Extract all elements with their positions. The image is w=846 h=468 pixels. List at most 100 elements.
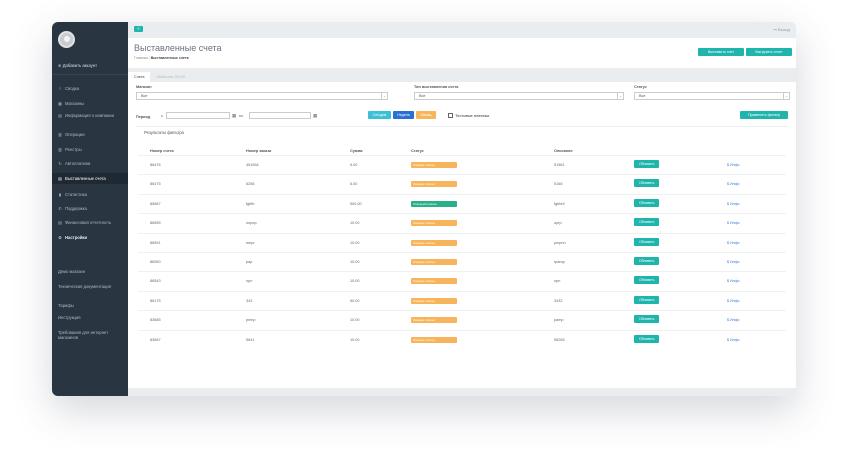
tab-invoices[interactable]: Счета — [128, 72, 151, 82]
date-from-input[interactable] — [166, 112, 230, 119]
column-header[interactable]: Статус — [411, 149, 424, 153]
menu-toggle-button[interactable]: ≡ — [134, 26, 143, 32]
invoice-description: oprp — [554, 221, 562, 226]
sidebar-item-11[interactable]: ⚙ Настройки — [52, 235, 128, 240]
column-header[interactable]: Сумма — [350, 149, 363, 153]
info-link[interactable]: $ Инфо — [727, 163, 740, 167]
sidebar-link-2[interactable]: Техническая документация — [58, 284, 112, 289]
info-link[interactable]: $ Инфо — [727, 240, 740, 245]
info-link[interactable]: $ Инфо — [727, 201, 740, 206]
column-header[interactable]: Номер заказа — [246, 149, 272, 153]
invoice-number: 86475 — [150, 182, 161, 187]
today-button[interactable]: Сегодня — [368, 111, 391, 119]
grid-icon: ▦ — [58, 100, 62, 106]
sidebar-item-label: Выставленные счета — [65, 176, 106, 181]
invoice-description: 5165 — [554, 182, 563, 187]
invoice-sum: 10.00 — [350, 318, 360, 323]
info-link[interactable]: $ Инфо — [727, 182, 740, 187]
sidebar-link-1[interactable]: Демо магазин — [58, 269, 86, 274]
breadcrumb-home[interactable]: Главная — [134, 56, 148, 60]
column-header[interactable]: Описание — [554, 149, 573, 153]
sidebar-item-10[interactable]: ▤ Финансовая отчетность — [52, 220, 128, 225]
test-payments-checkbox[interactable] — [448, 113, 453, 118]
sidebar-item-8[interactable]: ▮ Статистика — [52, 192, 128, 197]
refresh-button[interactable]: Обновить — [634, 276, 660, 285]
table-row: 86175 343 50.00 Ожидает оплаты 3432 Обновить $… — [138, 290, 786, 310]
sidebar-link-5[interactable]: Требования для интернет магазинов — [58, 330, 109, 340]
sidebar-item-label: Сводка — [65, 86, 80, 91]
calendar-icon[interactable]: ▦ — [232, 113, 237, 118]
invoice-description: 56265 — [554, 337, 565, 342]
content-panel: Счета Шаблоны SN-60 Магазин Все ⌄ Тип вы… — [128, 72, 796, 388]
status-select[interactable]: Все ⌄ — [634, 92, 790, 100]
column-header[interactable]: Номер счета — [150, 149, 174, 153]
refresh-button[interactable]: Обновить — [634, 334, 660, 343]
refresh-button[interactable]: Обновить — [634, 160, 660, 168]
info-link[interactable]: $ Инфо — [727, 337, 740, 342]
sidebar-item-4[interactable]: ▥ Операции — [52, 132, 128, 137]
refresh-button[interactable]: Обновить — [634, 237, 660, 246]
invoice-description: 3432 — [554, 298, 563, 303]
logout-link[interactable]: ↦ Выход — [773, 27, 790, 32]
invoice-number: 86550 — [150, 260, 161, 264]
shop-select[interactable]: Все ⌄ — [136, 92, 388, 100]
apply-filter-button[interactable]: Применить фильтр — [740, 111, 788, 119]
invoice-number: 83687 — [150, 337, 161, 342]
refresh-button[interactable]: Обновить — [634, 198, 660, 207]
calendar-icon[interactable]: ▦ — [313, 113, 318, 118]
breadcrumb-current: Выставленные счета — [150, 56, 189, 60]
invoice-sum: 10.00 — [350, 240, 360, 245]
sidebar-link-3[interactable]: Тарифы — [58, 303, 74, 308]
table-row: 83685 pmnp 10.00 Ожидает оплаты pamp Обновить… — [138, 310, 786, 329]
sidebar-item-2[interactable]: ▦ Магазины — [52, 101, 128, 106]
tab-templates[interactable]: Шаблоны SN-60 — [156, 75, 186, 79]
sidebar-item-3[interactable]: ▤ Информация о компании — [52, 113, 128, 118]
export-report-button[interactable]: Выгрузить отчет — [746, 48, 792, 56]
refresh-button[interactable]: Обновить — [634, 218, 660, 227]
info-link[interactable]: $ Инфо — [727, 260, 740, 264]
invoice-number: 85687 — [150, 201, 161, 206]
sidebar-item-7[interactable]: ▤ Выставленные счета — [52, 173, 128, 184]
order-number: fgbfb — [246, 201, 255, 206]
info-link[interactable]: $ Инфо — [727, 298, 740, 303]
info-link[interactable]: $ Инфо — [727, 279, 740, 284]
table-row: 86543 npn 10.00 Ожидает оплаты npn Обновить $ … — [138, 271, 786, 290]
invoice-number: 86476 — [150, 163, 161, 167]
invoice-type-select[interactable]: Все ⌄ — [414, 92, 624, 100]
invoice-sum: 5.00 — [350, 182, 358, 187]
issue-invoice-button[interactable]: Выставить счет — [698, 48, 744, 56]
order-number: pmnp — [246, 318, 256, 323]
week-button[interactable]: Неделя — [393, 111, 414, 119]
sidebar-item-label: Реестры — [65, 147, 82, 152]
sidebar-item-label: Автоплатежи — [65, 161, 91, 166]
refresh-button[interactable]: Обновить — [634, 315, 660, 324]
hamburger-icon: ≡ — [137, 26, 140, 31]
main-area: ≡ ↦ Выход Выставленные счета Главная / В… — [128, 22, 796, 396]
status-badge: Ожидает оплаты — [411, 259, 457, 265]
month-button[interactable]: Месяц — [416, 111, 436, 119]
order-number: mnpr — [246, 240, 255, 245]
invoice-sum: 10.00 — [350, 279, 360, 284]
status-badge: Ожидает оплаты — [411, 297, 457, 304]
sidebar-item-9[interactable]: ✆ Поддержка — [52, 206, 128, 211]
invoice-sum: 500.00 — [350, 201, 362, 206]
document-icon: ▤ — [58, 175, 62, 181]
info-link[interactable]: $ Инфо — [727, 221, 740, 226]
status-badge: Ожидает оплаты — [411, 162, 457, 168]
invoice-sum: 10.00 — [350, 337, 360, 342]
refresh-button[interactable]: Обновить — [634, 179, 660, 188]
sidebar-link-4[interactable]: Инструкция — [58, 315, 81, 320]
refresh-button[interactable]: Обновить — [634, 257, 660, 265]
sidebar-item-5[interactable]: ▥ Реестры — [52, 147, 128, 152]
refresh-button[interactable]: Обновить — [634, 295, 660, 304]
avatar[interactable] — [58, 31, 75, 48]
phone-icon: ✆ — [58, 205, 62, 211]
invoice-number: 86543 — [150, 279, 161, 284]
add-account-link[interactable]: ⊕ Добавить аккаунт — [58, 63, 98, 68]
logout-icon: ↦ — [773, 27, 779, 32]
sidebar-item-1[interactable]: ⌇ Сводка — [52, 86, 128, 91]
sidebar-item-6[interactable]: ↻ Автоплатежи — [52, 161, 128, 166]
date-to-input[interactable] — [249, 112, 311, 119]
info-link[interactable]: $ Инфо — [727, 318, 740, 323]
app-window: ⊕ Добавить аккаунт ⌇ Сводка ▦ Магазины ▤ Инфо… — [52, 22, 796, 396]
